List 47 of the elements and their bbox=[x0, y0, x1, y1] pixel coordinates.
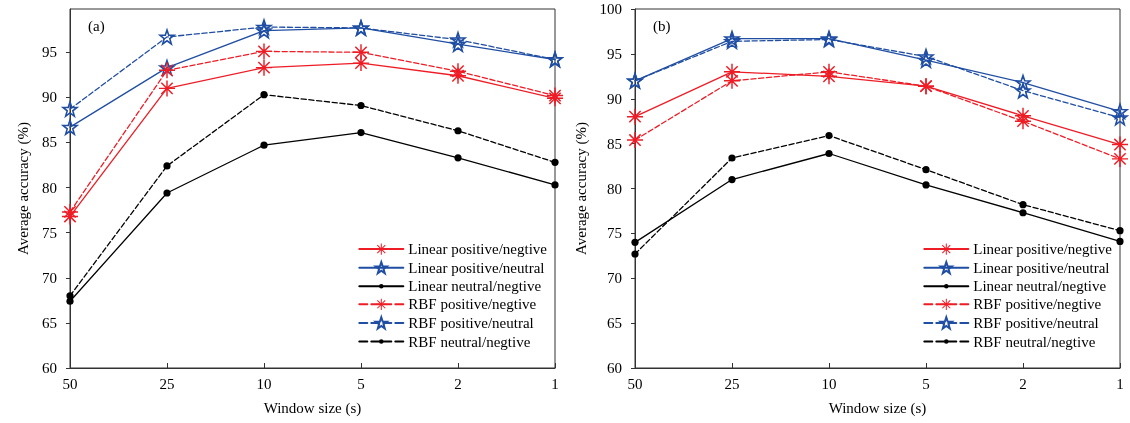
y-tick-label: 100 bbox=[599, 1, 622, 17]
legend-label: RBF positive/neutral bbox=[408, 314, 534, 331]
y-tick-label: 75 bbox=[607, 225, 622, 242]
y-tick-label: 75 bbox=[42, 224, 57, 241]
y-tick-label: 80 bbox=[42, 179, 57, 196]
legend-label: Linear positive/negtive bbox=[408, 241, 548, 258]
x-tick-label: 10 bbox=[821, 375, 837, 392]
legend-label: RBF positive/negtive bbox=[408, 296, 537, 313]
legend-label: Linear neutral/negtive bbox=[408, 278, 542, 295]
y-tick-label: 70 bbox=[607, 270, 622, 287]
legend-label: RBF neutral/negtive bbox=[973, 333, 1096, 350]
legend-label: Linear positive/neutral bbox=[973, 259, 1110, 276]
legend-label: Linear neutral/negtive bbox=[973, 278, 1107, 295]
y-tick-label: 60 bbox=[607, 360, 622, 376]
legend-label: Linear positive/neutral bbox=[408, 259, 545, 276]
x-tick-label: 50 bbox=[62, 375, 78, 392]
y-axis-title: Average accuracy (%) bbox=[573, 122, 591, 255]
x-tick-label: 50 bbox=[627, 375, 643, 392]
y-tick-label: 85 bbox=[42, 134, 57, 151]
y-tick-label: 95 bbox=[42, 44, 57, 61]
x-tick-label: 25 bbox=[724, 375, 740, 392]
x-tick-label: 1 bbox=[551, 375, 559, 392]
x-tick-label: 5 bbox=[922, 375, 930, 392]
y-tick-label: 80 bbox=[607, 180, 622, 197]
y-tick-label: 90 bbox=[607, 90, 622, 107]
y-axis-title: Average accuracy (%) bbox=[14, 122, 32, 255]
x-axis-title: Window size (s) bbox=[828, 399, 927, 417]
x-axis-title: Window size (s) bbox=[263, 399, 362, 417]
y-tick-label: 95 bbox=[607, 45, 622, 62]
x-tick-label: 2 bbox=[1019, 375, 1027, 392]
legend-label: RBF positive/negtive bbox=[973, 296, 1102, 313]
legend-label: Linear positive/negtive bbox=[973, 241, 1113, 258]
legend-label: RBF neutral/negtive bbox=[408, 333, 531, 350]
y-tick-label: 65 bbox=[607, 315, 622, 332]
x-tick-label: 5 bbox=[357, 375, 365, 392]
y-tick-label: 85 bbox=[607, 135, 622, 152]
y-tick-label: 70 bbox=[42, 269, 57, 286]
y-tick-label: 65 bbox=[42, 314, 57, 331]
x-tick-label: 25 bbox=[159, 375, 175, 392]
x-tick-label: 2 bbox=[454, 375, 462, 392]
y-tick-label: 60 bbox=[42, 360, 57, 376]
x-tick-label: 10 bbox=[256, 375, 272, 392]
y-tick-label: 90 bbox=[42, 89, 57, 106]
annotation: (a) bbox=[88, 17, 105, 35]
x-tick-label: 1 bbox=[1116, 375, 1124, 392]
legend-label: RBF positive/neutral bbox=[973, 314, 1099, 331]
annotation: (b) bbox=[653, 17, 671, 35]
